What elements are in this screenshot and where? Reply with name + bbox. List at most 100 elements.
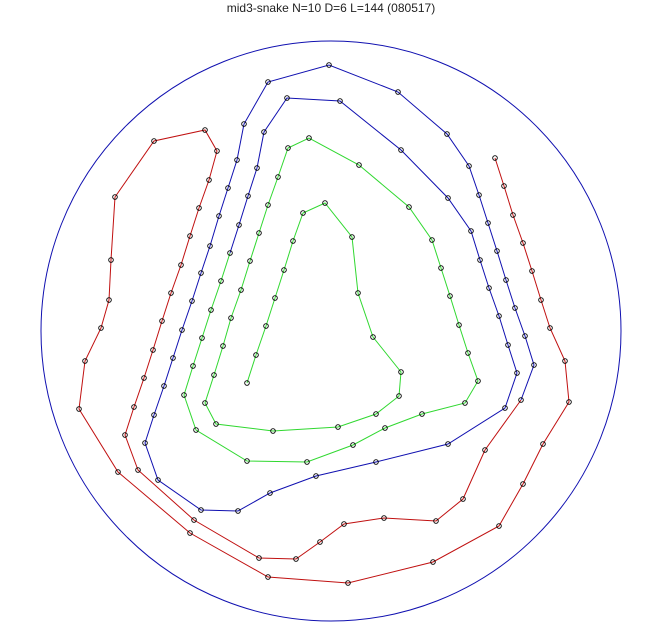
snake-node <box>350 442 356 448</box>
snake-node <box>253 352 259 358</box>
snake-node <box>241 121 247 127</box>
snake-node <box>281 267 287 273</box>
snake-node <box>335 424 341 430</box>
snake-node <box>76 406 82 412</box>
snake-node <box>168 290 174 296</box>
snake-node <box>150 347 156 353</box>
snake-node <box>141 375 147 381</box>
snake-node <box>244 380 250 386</box>
snake-node <box>496 313 502 319</box>
snake-node <box>300 210 306 216</box>
snake-node <box>267 490 273 496</box>
snake-node <box>220 343 226 349</box>
snake-node <box>290 238 296 244</box>
snake-nodes <box>76 62 572 586</box>
snake-node <box>151 412 157 418</box>
snake-node <box>355 290 361 296</box>
snake-node <box>206 177 212 183</box>
snake-segment-blue <box>144 64 535 512</box>
snake-node <box>462 400 468 406</box>
snake-node <box>135 467 141 473</box>
snake-node <box>456 322 462 328</box>
snake-node <box>265 574 271 580</box>
snake-node <box>492 155 498 161</box>
snake-node <box>272 295 278 301</box>
snake-node <box>465 350 471 356</box>
snake-node <box>538 297 544 303</box>
snake-node <box>547 325 553 331</box>
snake-node <box>238 287 244 293</box>
snake-node <box>216 213 222 219</box>
snake-node <box>159 318 165 324</box>
snake-node <box>482 447 488 453</box>
snake-node <box>430 559 436 565</box>
snake-node <box>398 369 404 375</box>
snake-segment-red <box>78 129 570 584</box>
snake-node <box>275 174 281 180</box>
snake-node <box>317 539 323 545</box>
snake-node <box>518 397 524 403</box>
snake-node <box>373 459 379 465</box>
snake-node <box>247 258 253 264</box>
snake-node <box>356 162 362 168</box>
snake-node <box>373 411 379 417</box>
snake-node <box>494 248 500 254</box>
snake-node <box>142 440 148 446</box>
snake-node <box>98 325 104 331</box>
snake-node <box>429 237 435 243</box>
snake-node <box>540 441 546 447</box>
snake-node <box>419 411 425 417</box>
figure-title: mid3-snake N=10 D=6 L=144 (080517) <box>226 1 436 15</box>
snake-node <box>235 508 241 514</box>
snake-node <box>270 428 276 434</box>
snake-node <box>256 230 262 236</box>
snake-node <box>345 580 351 586</box>
snake-node <box>522 333 528 339</box>
snake-node <box>285 145 291 151</box>
snake-node <box>460 496 466 502</box>
snake-node <box>170 355 176 361</box>
snake-node <box>326 62 332 68</box>
snake-node <box>190 363 196 369</box>
snake-node <box>202 127 208 133</box>
snake-node <box>341 521 347 527</box>
snake-node <box>191 517 197 523</box>
snake-node <box>187 233 193 239</box>
snake-node <box>228 315 234 321</box>
snake-node <box>244 458 250 464</box>
snake-node <box>444 131 450 137</box>
snake-node <box>293 556 299 562</box>
snake-node <box>151 138 157 144</box>
snake-segment-green <box>183 137 479 463</box>
snake-node <box>256 555 262 561</box>
snake-node <box>520 240 526 246</box>
snake-node <box>218 278 224 284</box>
snake-node <box>213 421 219 427</box>
snake-node <box>562 358 568 364</box>
snake-node <box>261 129 267 135</box>
snake-node <box>155 477 161 483</box>
snake-node <box>398 147 404 153</box>
boundary-circle <box>40 40 622 622</box>
snake-node <box>505 342 511 348</box>
snake-node <box>502 405 508 411</box>
snake-node <box>82 358 88 364</box>
snake-node <box>112 194 118 200</box>
snake-node <box>447 293 453 299</box>
snake-node <box>198 507 204 513</box>
snake-node <box>115 469 121 475</box>
snake-node <box>108 257 114 263</box>
snake-node <box>501 183 507 189</box>
snake-node <box>476 192 482 198</box>
snake-node <box>466 163 472 169</box>
snake-node <box>485 220 491 226</box>
snake-node <box>396 393 402 399</box>
snake-node <box>370 334 376 340</box>
snake-node <box>510 212 516 218</box>
snake-node <box>395 89 401 95</box>
snake-node <box>227 250 233 256</box>
snake-node <box>337 98 343 104</box>
snake-node <box>531 362 537 368</box>
snake-node <box>512 305 518 311</box>
snake-node <box>265 79 271 85</box>
